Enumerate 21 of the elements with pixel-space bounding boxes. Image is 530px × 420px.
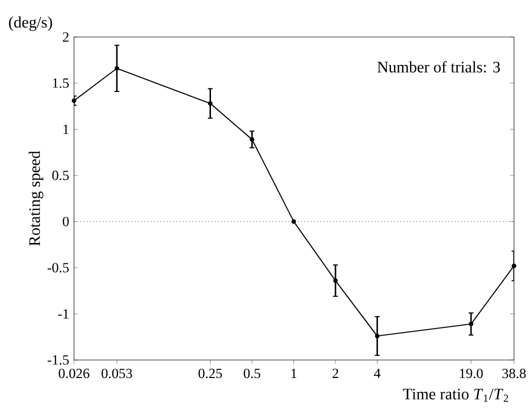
x-tick-label: 38.8: [502, 368, 526, 378]
x-axis-title: Time ratio T$_{1}$/T$_{2}$: [402, 388, 508, 402]
y-tick-label: 2: [62, 32, 69, 42]
text: (deg/s): [9, 16, 52, 31]
y-tick-label: -0.5: [48, 262, 69, 272]
x-tick-label: 4: [374, 368, 380, 378]
x-tick-label: 0.5: [244, 368, 260, 378]
annotation: Number of trials: 3: [377, 61, 500, 73]
y-tick-label: 0: [62, 216, 69, 226]
y-tick-label: -1.5: [48, 355, 69, 365]
x-tick-label: 0.026: [58, 368, 90, 378]
y-tick-label: 1.5: [53, 78, 69, 88]
x-tick-label: 19.0: [460, 368, 483, 378]
x-tick-label: 0.053: [102, 368, 132, 378]
y-tick-label: -1: [58, 309, 68, 318]
y-tick-label: 1: [64, 124, 68, 134]
x-tick-label: 1: [291, 368, 296, 378]
y-tick-label: 0.5: [52, 170, 69, 180]
x-tick-label: 2: [332, 368, 338, 378]
y-axis-title: Rotating speed: [28, 150, 44, 246]
x-tick-label: 0.25: [198, 368, 222, 378]
